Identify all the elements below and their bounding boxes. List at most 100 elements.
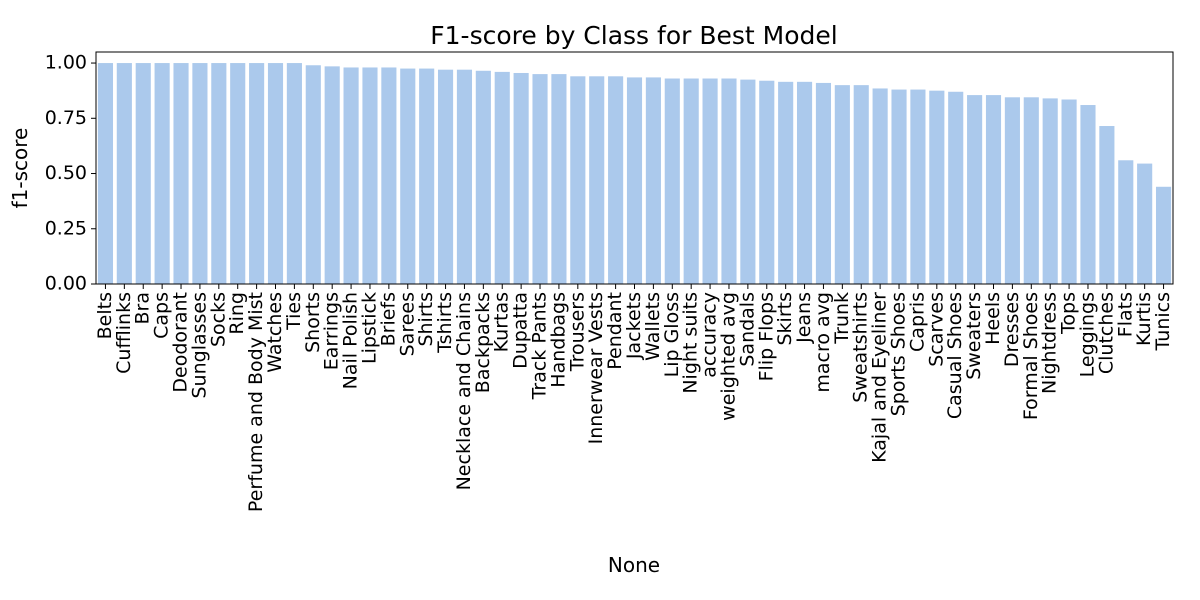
- x-tick-label: Shirts: [415, 292, 437, 347]
- bar: [834, 85, 850, 284]
- x-tick-label: Clutches: [1095, 292, 1117, 374]
- x-tick-label: Ties: [283, 292, 305, 331]
- bar: [551, 74, 567, 284]
- x-tick-label: Sarees: [396, 292, 418, 356]
- x-tick-label: weighted avg: [717, 292, 739, 421]
- bar: [1155, 186, 1172, 284]
- bar: [891, 89, 907, 284]
- x-tick-label: Deodorant: [170, 292, 192, 393]
- x-tick-label: Leggings: [1076, 292, 1098, 377]
- bar: [381, 67, 397, 284]
- x-tick-label: Jeans: [793, 292, 815, 344]
- bar: [475, 70, 491, 284]
- bar: [985, 95, 1002, 284]
- x-tick-label: Ring: [226, 292, 248, 335]
- bar: [362, 67, 378, 284]
- bar: [192, 63, 208, 284]
- x-tick-label: Kurtis: [1133, 292, 1155, 346]
- x-tick-label: Tops: [1058, 292, 1080, 335]
- x-tick-label: Night suits: [680, 292, 702, 394]
- x-tick-label: Handbags: [547, 292, 569, 388]
- bar: [1061, 99, 1077, 284]
- x-tick-label: Lipstick: [358, 292, 380, 364]
- x-axis: BeltsCufflinksBraCapsDeodorantSunglasses…: [94, 284, 1174, 512]
- x-tick-label: Pendant: [604, 292, 626, 370]
- chart-title: F1-score by Class for Best Model: [430, 21, 837, 50]
- y-tick-label: 0.25: [45, 217, 87, 239]
- x-tick-label: Briefs: [377, 292, 399, 346]
- x-tick-label: Earrings: [321, 292, 343, 370]
- x-tick-label: Caps: [151, 292, 173, 339]
- x-tick-label: Sports Shoes: [888, 292, 910, 416]
- y-tick-label: 0.50: [45, 162, 87, 184]
- x-tick-label: Heels: [982, 292, 1004, 345]
- bar: [437, 69, 454, 285]
- x-axis-title: None: [608, 553, 660, 577]
- x-tick-label: Flip Flops: [755, 292, 777, 381]
- x-tick-label: Tunics: [1152, 292, 1174, 351]
- bar: [173, 63, 189, 284]
- x-tick-label: Trousers: [566, 292, 588, 372]
- bar: [815, 82, 832, 285]
- x-tick-label: Track Pants: [529, 292, 551, 400]
- bar: [324, 66, 340, 284]
- bar: [249, 63, 265, 284]
- x-tick-label: Trunk: [831, 292, 853, 345]
- bar: [872, 88, 888, 285]
- x-tick-label: Watches: [264, 292, 286, 373]
- bars-layer: [97, 63, 1172, 285]
- x-tick-label: Bra: [132, 292, 154, 325]
- y-axis: 0.00 0.25 0.50 0.75 1.00: [45, 52, 96, 295]
- bar: [97, 63, 114, 284]
- x-tick-label: Innerwear Vests: [585, 292, 607, 444]
- bar: [211, 63, 227, 284]
- x-tick-label: Kurtas: [491, 292, 513, 352]
- x-tick-label: Sweaters: [963, 292, 985, 380]
- x-tick-label: Belts: [94, 292, 116, 339]
- x-tick-label: Casual Shoes: [944, 292, 966, 419]
- bar: [910, 89, 926, 284]
- x-tick-label: accuracy: [699, 292, 721, 378]
- bar: [494, 71, 510, 284]
- bar: [967, 95, 983, 284]
- x-tick-label: Necklace and Chains: [453, 292, 475, 490]
- x-tick-label: macro avg: [812, 292, 834, 393]
- bar: [1023, 97, 1039, 284]
- bar: [778, 81, 794, 284]
- bar: [286, 63, 302, 284]
- bar: [456, 69, 473, 285]
- bar: [589, 76, 605, 284]
- bar: [267, 63, 284, 284]
- bar: [721, 78, 737, 284]
- x-tick-label: Dupatta: [510, 292, 532, 369]
- bar: [400, 68, 416, 284]
- bar: [683, 78, 699, 284]
- bar: [1137, 163, 1153, 284]
- x-tick-label: Nail Polish: [340, 292, 362, 389]
- x-tick-label: Nightdress: [1039, 292, 1061, 394]
- bar: [702, 78, 718, 284]
- bar: [740, 79, 756, 285]
- bar: [796, 81, 813, 284]
- bar: [948, 91, 964, 285]
- bar: [135, 63, 151, 284]
- bar: [1118, 160, 1134, 284]
- bar: [645, 77, 661, 284]
- bar: [853, 85, 869, 284]
- x-tick-label: Jackets: [623, 292, 645, 360]
- bar: [1080, 105, 1096, 284]
- x-tick-label: Flats: [1114, 292, 1136, 337]
- bar: [343, 67, 359, 284]
- y-tick-label: 0.00: [45, 273, 87, 295]
- x-tick-label: Capris: [906, 292, 928, 352]
- bar: [154, 63, 170, 284]
- bar: [419, 68, 435, 284]
- x-tick-label: Sweatshirts: [850, 292, 872, 403]
- y-tick-label: 1.00: [45, 52, 87, 74]
- bar: [1099, 126, 1115, 285]
- bar: [513, 72, 529, 285]
- bar: [664, 78, 680, 284]
- x-tick-label: Formal Shoes: [1020, 292, 1042, 420]
